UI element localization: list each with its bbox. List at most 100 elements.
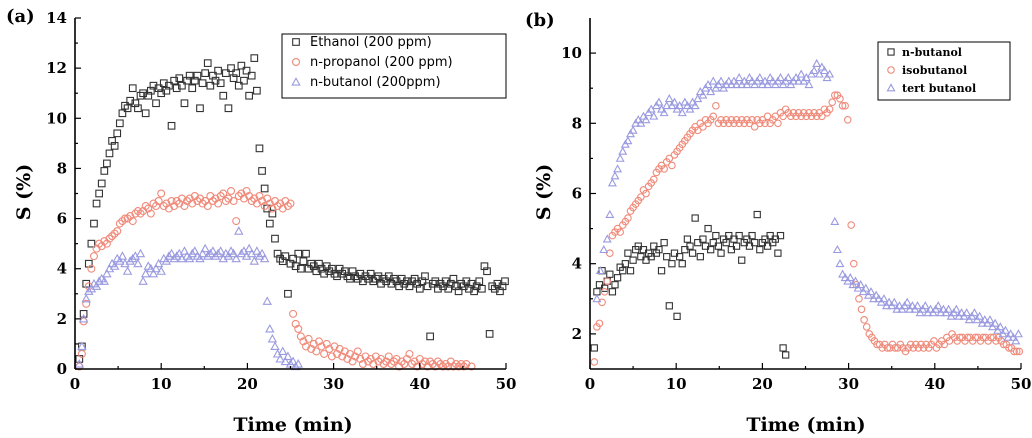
panel-a-data-point [374,357,383,366]
panel-a-data-point [333,349,342,358]
panel-b-data-point [920,301,930,310]
panel-a-data-point [157,189,166,198]
panel-a-data-point [195,253,205,263]
panel-a-data-point [190,246,200,255]
panel-a-data-point [271,234,279,243]
panel-a-data-point [131,99,140,108]
panel-a-series-3 [74,226,303,371]
panel-a-data-point [87,264,96,273]
panel-b-data-point [873,340,881,349]
panel-b-data-point [832,244,842,254]
panel-a-data-point [152,99,160,108]
panel-b-data-point [809,65,819,75]
panel-a-data-point [149,199,158,208]
panel-b-data-point [616,228,624,236]
panel-a-data-point [126,96,135,105]
panel-b-data-point [1010,347,1018,356]
panel-b-legend-marker [887,66,895,74]
panel-b-data-point [1000,325,1010,334]
panel-a-data-point [183,76,191,85]
panel-a-data-point [353,274,362,283]
panel-a-data-point [338,269,347,278]
panel-a-data-point [423,362,432,371]
panel-b-x-tick-label: 0 [585,375,595,393]
panel-a-x-tick-label: 30 [323,375,344,393]
panel-a-data-point [141,202,150,211]
panel-a-data-point [100,237,109,246]
panel-b-y-tick-label: 4 [572,255,582,273]
panel-a-data-point [265,219,274,228]
panel-a-data-point [232,217,241,226]
panel-a-data-point [472,282,481,291]
panel-a-x-tick-label: 10 [151,375,172,393]
panel-b-data-point [862,323,871,331]
panel-a-y-tick-label: 6 [57,210,67,228]
panel-b-data-point [847,221,855,229]
panel-a-data-point [203,202,212,211]
panel-a-data-point [90,219,98,228]
panel-a-data-point [426,332,434,341]
panel-a-data-point [457,359,466,369]
panel-b-data-point [763,112,772,121]
panel-b-data-point [747,76,757,85]
panel-b-data-point [894,301,904,310]
panel-a-data-point [74,359,85,368]
panel-a-data-point [439,362,448,371]
panel-b-data-point [603,277,612,286]
panel-a-data-point [397,357,406,366]
panel-b-data-point [712,101,720,110]
panel-a-data-point [237,61,246,70]
panel-a-data-point [260,184,269,193]
panel-a-y-tick-label: 10 [46,109,67,127]
panel-b-data-point [649,175,658,184]
panel-a-data-point [201,69,210,78]
panel-b-data-point [925,304,935,313]
panel-b-data-point [678,260,686,268]
panel-a-data-point [462,277,471,286]
panel-a-data-point [148,268,159,278]
panel-a-data-point [273,202,282,211]
panel-a-data-point [289,254,297,263]
panel-a-data-point [328,264,336,273]
panel-b-data-point [985,315,995,324]
panel-b-data-point [662,101,672,110]
panel-b-ylabel: S (%) [533,164,555,220]
panel-a-data-point [312,267,321,276]
panel-b-data-point [611,281,619,289]
panel-a-data-point [219,189,228,198]
panel-a-y-tick-label: 0 [57,360,67,378]
panel-b-data-point [850,276,860,285]
panel-a-data-point [245,191,254,201]
panel-b-data-point [818,112,826,121]
panel-a-data-point [216,191,225,201]
panel-a-data-point [109,261,120,270]
panel-a-data-point [128,84,137,93]
panel-a-data-point [410,357,419,366]
panel-a-data-point [309,339,318,348]
panel-a-data-point [444,284,453,293]
panel-a-data-point [317,342,326,351]
panel-a-data-point [164,251,174,260]
panel-a-data-point [224,194,233,203]
panel-a-data-point [227,186,236,196]
panel-a-data-point [485,330,494,338]
panel-a-data-point [265,199,274,208]
panel-a-ylabel: S (%) [13,164,35,220]
panel-a-data-point [470,287,478,296]
panel-b-data-point [944,304,954,313]
panel-a-data-point [252,246,262,255]
panel-a-legend-marker [292,38,300,46]
panel-a-data-point [351,272,360,281]
panel-a-data-point [79,309,88,318]
panel-a-data-point [395,282,403,291]
panel-a-data-point [374,272,383,281]
panel-b-data-point [783,72,793,82]
panel-a-data-point [184,253,195,263]
panel-a-data-point [128,253,138,263]
panel-a-data-point [366,354,375,363]
panel-a-data-point [483,267,491,276]
panel-a-data-point [281,252,290,261]
panel-a-data-point [361,272,370,281]
panel-b-data-point [608,288,617,296]
panel-b-xlabel: Time (min) [746,414,865,436]
